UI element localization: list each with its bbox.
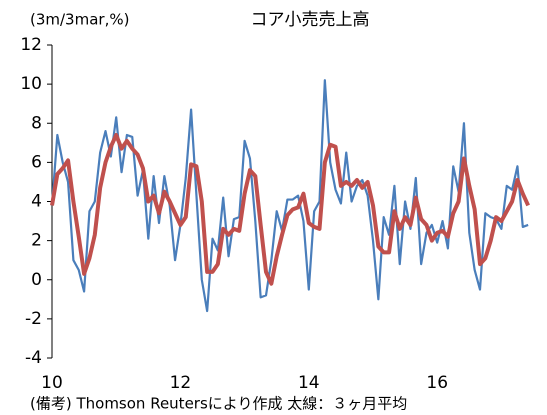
x-tick-label: 14 — [298, 373, 320, 393]
y-tick-label: 12 — [20, 35, 42, 55]
series-line — [50, 79, 529, 313]
note: (備考) Thomson Reutersにより作成 太線：３ヶ月平均 — [30, 395, 407, 413]
y-tick-label: 8 — [31, 113, 42, 133]
y-tick-label: 4 — [31, 192, 42, 212]
y-tick-label: 10 — [20, 74, 42, 94]
x-tick-label: 16 — [426, 373, 448, 393]
series-line — [50, 132, 530, 286]
y-tick-label: -4 — [25, 348, 42, 368]
y-tick-label: 0 — [31, 270, 42, 290]
x-tick-label: 10 — [41, 373, 63, 393]
x-tick-label: 12 — [170, 373, 192, 393]
chart-title: コア小売売上高 — [251, 10, 370, 30]
y-axis-label: (3m/3mar,%) — [30, 11, 129, 29]
y-tick-label: -2 — [25, 309, 42, 329]
y-tick-label: 6 — [31, 152, 42, 172]
y-tick-label: 2 — [31, 231, 42, 251]
